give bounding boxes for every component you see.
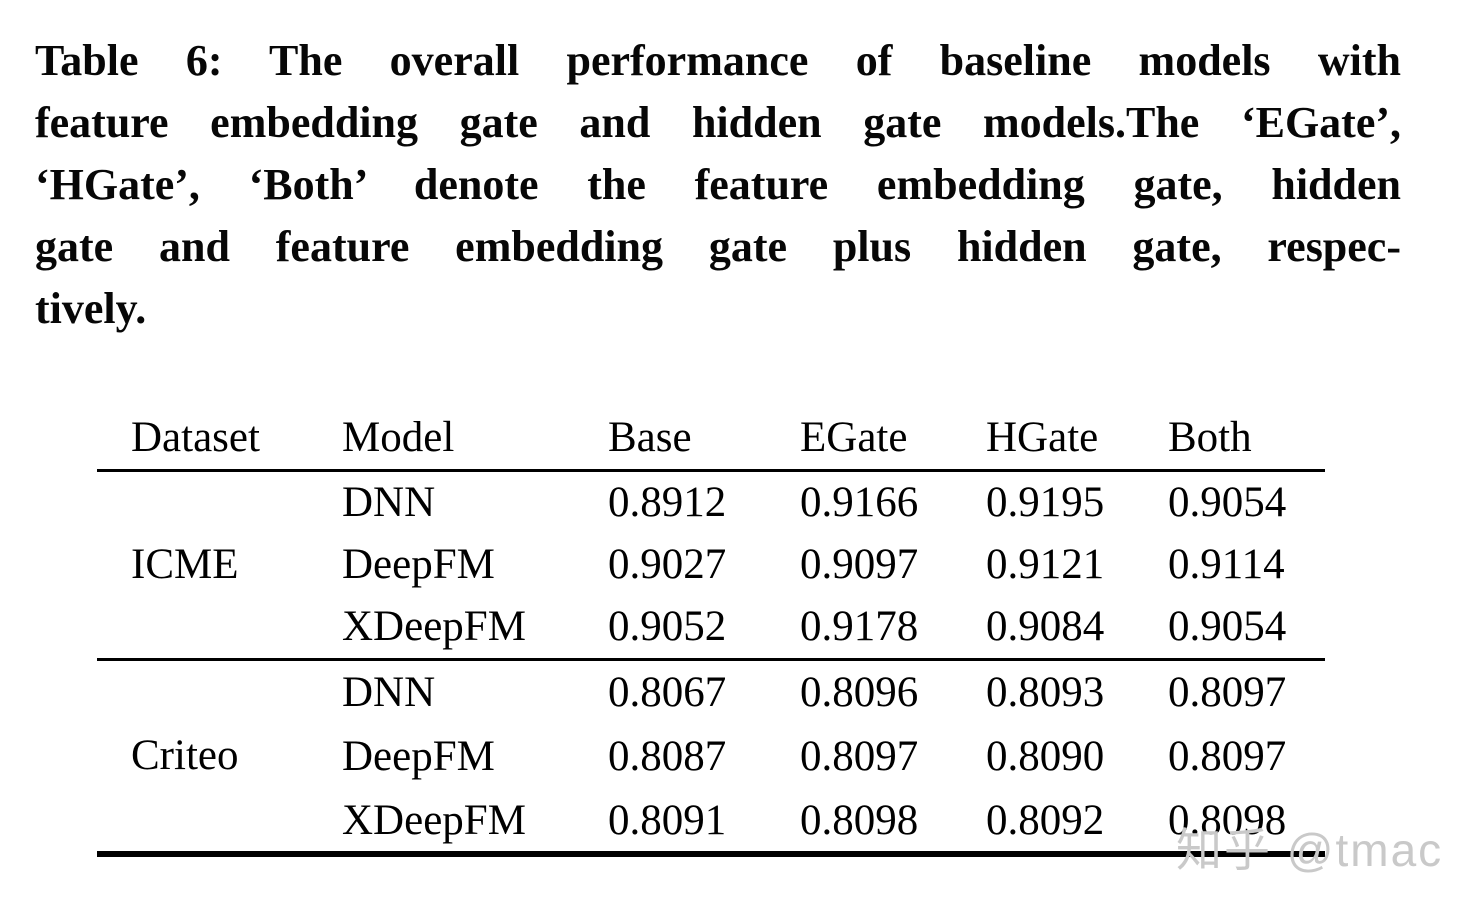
egate-value: 0.8097 [800, 733, 919, 780]
table-row: ICME DNN 0.8912 0.9166 0.9195 0.9054 [97, 470, 1325, 661]
column-header-model: Model [342, 403, 608, 472]
egate-value: 0.8096 [800, 668, 919, 716]
model-cell: DeepFM [342, 733, 495, 780]
both-value: 0.9054 [1168, 596, 1325, 661]
both-value: 0.8097 [1168, 733, 1287, 780]
base-value: 0.8091 [608, 789, 800, 857]
column-header-base: Base [608, 403, 800, 472]
caption-line: ‘HGate’, ‘Both’ denote the feature embed… [35, 160, 1401, 209]
base-value: 0.8087 [608, 733, 727, 780]
model-cell: DeepFM [342, 541, 495, 588]
caption-line: gate and feature embedding gate plus hid… [35, 222, 1401, 271]
table-row: XDeepFM 0.9052 0.9178 0.9084 0.9054 [97, 596, 1325, 661]
both-value: 0.8097 [1168, 668, 1287, 716]
performance-table: Dataset Model Base EGate HGate Both ICME… [97, 403, 1325, 857]
base-value: 0.9027 [608, 541, 727, 588]
base-value: 0.9052 [608, 596, 800, 661]
column-header-dataset: Dataset [97, 403, 342, 472]
table-row: XDeepFM 0.8091 0.8098 0.8092 0.8098 [97, 789, 1325, 857]
column-header-both: Both [1168, 403, 1325, 472]
base-value: 0.8912 [608, 478, 727, 526]
dataset-cell-criteo: Criteo [97, 659, 342, 857]
both-value: 0.8098 [1168, 789, 1325, 857]
hgate-value: 0.8092 [986, 789, 1168, 857]
hgate-value: 0.9084 [986, 596, 1168, 661]
table-caption: Table 6: The overall performance of base… [35, 30, 1401, 340]
egate-value: 0.9178 [800, 596, 986, 661]
column-header-egate: EGate [800, 403, 986, 472]
model-cell: XDeepFM [342, 596, 608, 661]
both-value: 0.9114 [1168, 541, 1285, 588]
table-row: DeepFM 0.8087 0.8097 0.8090 0.8097 [97, 724, 1325, 789]
model-cell: DNN [342, 668, 436, 716]
caption-line: feature embedding gate and hidden gate m… [35, 98, 1401, 147]
column-header-hgate: HGate [986, 403, 1168, 472]
egate-value: 0.8098 [800, 789, 986, 857]
base-value: 0.8067 [608, 668, 727, 716]
hgate-value: 0.9195 [986, 478, 1105, 526]
model-cell: DNN [342, 478, 436, 526]
caption-line: tively. [35, 284, 147, 333]
hgate-value: 0.8090 [986, 733, 1105, 780]
egate-value: 0.9097 [800, 541, 919, 588]
table-header-row: Dataset Model Base EGate HGate Both [97, 403, 1325, 472]
model-cell: XDeepFM [342, 789, 608, 857]
caption-line: Table 6: The overall performance of base… [35, 36, 1401, 85]
hgate-value: 0.8093 [986, 668, 1105, 716]
table-row: Criteo DNN 0.8067 0.8096 0.8093 0.8097 [97, 659, 1325, 857]
zhihu-watermark: 知乎 @tmac [1176, 824, 1444, 876]
both-value: 0.9054 [1168, 478, 1287, 526]
table-row: DeepFM 0.9027 0.9097 0.9121 0.9114 [97, 533, 1325, 596]
dataset-cell-icme: ICME [97, 470, 342, 661]
egate-value: 0.9166 [800, 478, 919, 526]
hgate-value: 0.9121 [986, 541, 1105, 588]
